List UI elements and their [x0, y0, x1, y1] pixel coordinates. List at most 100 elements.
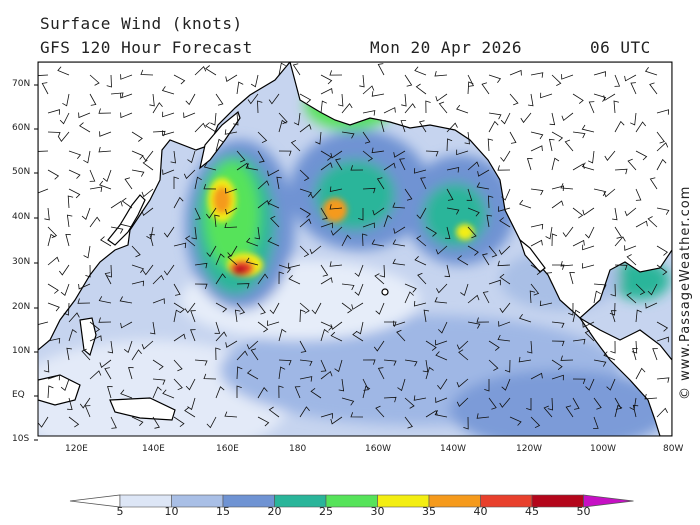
lon-label-140w: 140W [440, 444, 467, 454]
wind-barb [215, 302, 228, 313]
wind-barb [278, 112, 288, 125]
wind-barb [610, 283, 616, 297]
wind-barb [288, 275, 301, 285]
wind-barb [425, 366, 434, 380]
wind-barb [68, 150, 82, 160]
wind-barb [530, 372, 543, 380]
wind-barb [652, 348, 658, 361]
wind-barb [488, 397, 497, 410]
wind-barb [257, 387, 268, 399]
wind-barb [593, 93, 607, 102]
wind-barb [170, 150, 176, 164]
wind-barb [173, 359, 183, 372]
wind-barb [162, 130, 175, 136]
wind-barb [337, 93, 344, 107]
wind-barb [67, 397, 73, 411]
wind-barb [540, 92, 553, 99]
wind-barb [194, 207, 201, 220]
wind-barb [320, 74, 333, 85]
wind-barb [104, 367, 112, 380]
wind-barb [603, 188, 616, 198]
wind-barb [551, 185, 565, 192]
wind-barb [614, 236, 626, 247]
legend-tick: 35 [422, 505, 436, 518]
wind-barb [341, 234, 352, 247]
wind-barb [233, 112, 239, 126]
wind-barb [456, 378, 469, 388]
wind-barb [624, 207, 637, 217]
wind-barb [225, 207, 238, 215]
wind-barb [294, 386, 301, 399]
wind-barb [434, 297, 448, 304]
wind-barb [656, 207, 670, 215]
map-frame [37, 61, 673, 437]
wind-barb [362, 385, 371, 399]
wind-barb [425, 100, 431, 114]
wind-barb [60, 283, 70, 296]
forecast-date: Mon 20 Apr 2026 [370, 38, 522, 57]
wind-barb [435, 245, 448, 255]
wind-barb [152, 359, 164, 371]
wind-barb [572, 131, 586, 139]
wind-barb [562, 226, 574, 238]
wind-barb [149, 233, 155, 247]
wind-barb [456, 340, 469, 350]
wind-barb [488, 120, 499, 133]
wind-barb [614, 264, 628, 271]
wind-barb [530, 188, 544, 196]
wind-barb [309, 245, 322, 255]
wind-barb [645, 302, 658, 309]
wind-barb [572, 309, 581, 323]
wind-barb [587, 150, 595, 164]
wind-barb [350, 165, 364, 171]
wind-barb [330, 416, 343, 425]
legend-tick: 45 [525, 505, 539, 518]
wind-barb [299, 376, 313, 382]
wind-barb [128, 367, 134, 380]
wind-barb [299, 302, 310, 314]
wind-barb [613, 100, 620, 114]
wind-barb [572, 239, 585, 247]
wind-barb [404, 397, 415, 409]
wind-barb [205, 65, 217, 76]
wind-barb [497, 165, 511, 171]
wind-barb [551, 233, 558, 247]
wind-barb [373, 340, 385, 352]
wind-barb [320, 100, 327, 114]
wind-barb [124, 177, 133, 190]
wind-barb [329, 204, 343, 210]
wind-barb [141, 340, 154, 350]
wind-barb [293, 112, 301, 126]
lon-label-120w: 120W [516, 444, 543, 454]
wind-barb [299, 359, 313, 367]
wind-barb [38, 188, 49, 194]
wind-barb [310, 188, 322, 199]
wind-barb [425, 150, 439, 157]
wind-barb [644, 67, 658, 76]
wind-barb [414, 66, 427, 76]
wind-barb [310, 387, 322, 399]
wind-barb [299, 188, 313, 198]
wind-barb [120, 321, 133, 329]
wind-barb [519, 199, 532, 209]
wind-barb [47, 385, 54, 399]
wind-barb [509, 131, 517, 144]
wind-barb [572, 397, 580, 410]
wind-barb [203, 183, 217, 190]
wind-barb [257, 180, 270, 190]
wind-barb [477, 169, 490, 177]
wind-barb [565, 405, 574, 418]
wind-barb [163, 226, 175, 238]
wind-barb [488, 245, 498, 258]
wind-barb [299, 245, 310, 258]
wind-barb [614, 74, 621, 87]
wind-barb [518, 314, 532, 323]
wind-barb [287, 262, 301, 269]
wind-barb [564, 139, 574, 152]
wind-barb [551, 74, 562, 86]
wind-barb [267, 320, 280, 327]
wind-barb [572, 378, 586, 385]
wind-barb [498, 206, 511, 212]
wind-barb [413, 395, 427, 401]
wind-barb [224, 129, 238, 135]
